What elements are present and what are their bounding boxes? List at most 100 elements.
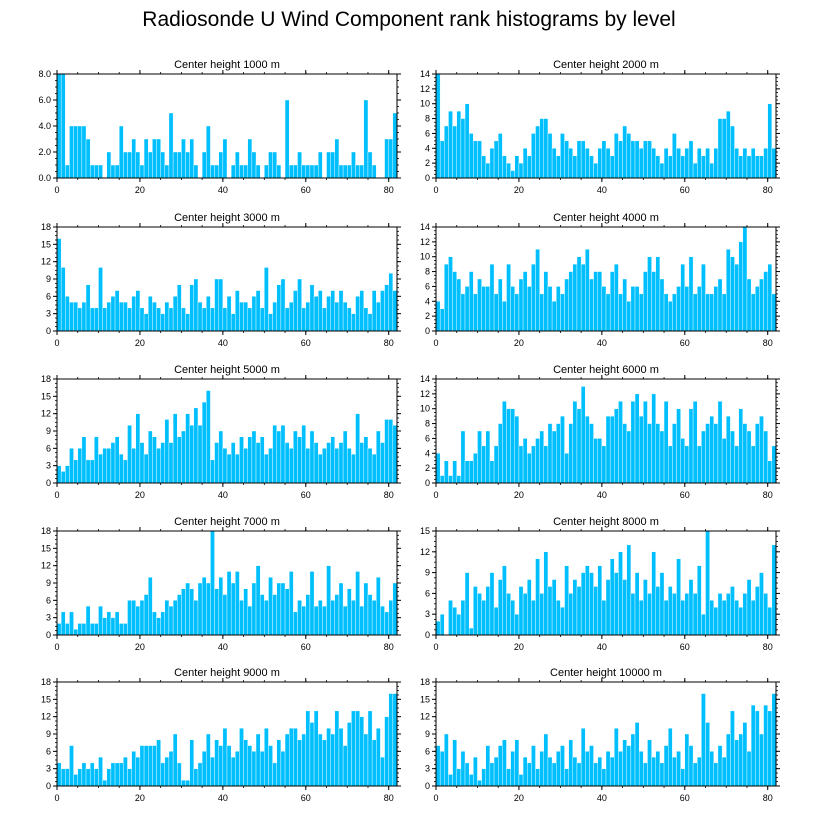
bar <box>518 162 524 179</box>
bar <box>268 577 273 636</box>
bar <box>143 745 149 787</box>
panel-title: Center height 10000 m <box>550 667 662 679</box>
bar <box>284 307 290 332</box>
bar <box>94 164 99 179</box>
bar <box>60 73 66 179</box>
bar <box>688 140 694 179</box>
bar <box>177 151 182 179</box>
bar <box>276 582 282 636</box>
bar <box>576 256 582 332</box>
y-tick-label: 2 <box>425 311 430 321</box>
bar <box>347 722 352 787</box>
bar <box>367 313 373 332</box>
bar <box>123 756 128 787</box>
bar <box>338 290 344 332</box>
bar <box>210 756 215 787</box>
bar <box>363 582 369 636</box>
bar <box>477 430 482 484</box>
x-tick-label: 40 <box>218 338 228 348</box>
bar <box>448 256 453 332</box>
bar <box>206 296 211 332</box>
bar <box>755 286 760 332</box>
bar <box>572 263 578 332</box>
bar <box>481 155 486 179</box>
bar <box>65 296 70 332</box>
x-tick-label: 0 <box>433 642 438 652</box>
bar <box>456 614 462 636</box>
bar <box>185 413 190 484</box>
bar <box>580 140 586 179</box>
bar <box>226 745 232 787</box>
bar <box>297 600 302 636</box>
bar <box>680 438 685 484</box>
bar <box>338 442 344 484</box>
bar <box>255 290 261 332</box>
bar <box>264 164 269 179</box>
y-tick-label: 18 <box>41 526 51 536</box>
x-tick-label: 0 <box>54 338 59 348</box>
y-tick-label: 6 <box>46 291 51 301</box>
x-tick-label: 60 <box>301 490 311 500</box>
bar <box>460 751 466 787</box>
bar <box>630 401 636 484</box>
y-tick-label: 8 <box>425 267 430 277</box>
bar <box>309 430 315 484</box>
x-tick-label: 0 <box>54 185 59 195</box>
bar <box>164 756 170 787</box>
bar <box>514 293 520 332</box>
bar <box>127 151 132 179</box>
bar <box>489 762 495 787</box>
bar <box>655 423 661 484</box>
bar <box>347 164 352 179</box>
bar <box>388 600 394 636</box>
bar <box>502 155 507 179</box>
bar <box>193 278 199 332</box>
bar <box>313 605 319 636</box>
bar <box>630 733 636 787</box>
panel-title: Center height 4000 m <box>553 212 659 224</box>
bar <box>485 745 491 787</box>
bar <box>230 164 236 179</box>
bar <box>551 301 557 332</box>
bar <box>284 99 290 179</box>
bar <box>614 572 619 636</box>
bar <box>359 605 365 636</box>
bar <box>284 733 290 787</box>
bar <box>680 768 685 787</box>
bar <box>626 430 632 484</box>
y-tick-label: 3 <box>425 764 430 774</box>
bar <box>593 271 598 332</box>
y-tick-label: 9 <box>425 568 430 578</box>
bar <box>518 774 524 787</box>
bar <box>272 151 277 179</box>
y-tick-label: 12 <box>41 561 51 571</box>
bar <box>334 138 340 179</box>
bar <box>709 751 715 787</box>
x-tick-label: 20 <box>514 642 524 652</box>
bar <box>709 415 715 484</box>
bar <box>601 445 607 484</box>
bar <box>452 125 457 179</box>
x-tick-label: 40 <box>218 642 228 652</box>
bar <box>643 140 648 179</box>
bar <box>81 762 87 787</box>
bar <box>255 442 261 484</box>
x-tick-label: 20 <box>135 490 145 500</box>
bar <box>738 607 744 636</box>
bar <box>156 739 161 787</box>
bar <box>589 423 594 484</box>
panel-title: Center height 6000 m <box>553 364 659 376</box>
bar <box>531 600 536 636</box>
bar <box>539 430 545 484</box>
bar <box>226 571 232 636</box>
bar <box>264 267 269 332</box>
bar <box>89 762 95 787</box>
bar <box>435 301 441 332</box>
bar <box>638 415 644 484</box>
x-tick-label: 60 <box>680 338 690 348</box>
bar <box>318 290 323 332</box>
bar <box>371 739 377 787</box>
bar <box>618 293 623 332</box>
bar <box>510 286 515 332</box>
